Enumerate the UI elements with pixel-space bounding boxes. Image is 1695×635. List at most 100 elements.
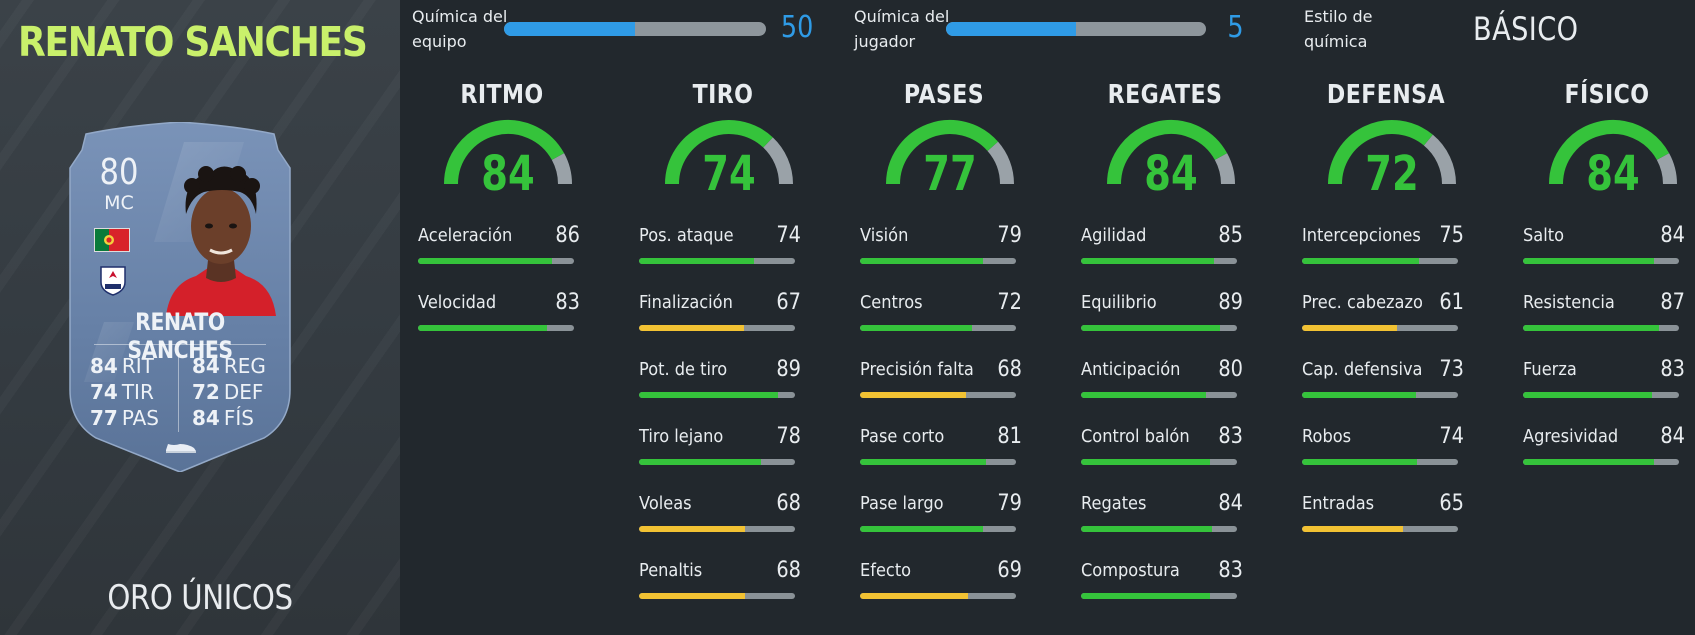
stat-label: Agresividad <box>1523 426 1619 447</box>
player-chemistry-bar <box>946 22 1206 36</box>
team-chemistry-value: 50 <box>780 10 814 45</box>
stat-label: Entradas <box>1302 493 1375 514</box>
stat-row-efecto: Efecto 69 <box>860 558 1028 600</box>
stat-bar <box>1081 392 1237 398</box>
stat-bar <box>860 593 1016 599</box>
category-rating: 84 <box>1586 146 1640 202</box>
stat-label: Efecto <box>860 560 912 581</box>
stat-bar <box>418 325 574 331</box>
category-rating: 84 <box>1144 146 1198 202</box>
stat-bar <box>1302 392 1458 398</box>
category-gauge <box>886 120 1014 185</box>
stat-bar-fill <box>1081 258 1214 264</box>
stat-row-finalizacion: Finalización 67 <box>639 290 807 332</box>
stat-row-voleas: Voleas 68 <box>639 491 807 533</box>
category-gauge <box>1328 120 1456 185</box>
team-chemistry-label: Química del equipo <box>412 7 508 51</box>
stat-bar-fill <box>639 593 746 599</box>
stat-row-precision-falta: Precisión falta 68 <box>860 357 1028 399</box>
stat-value: 86 <box>555 223 580 248</box>
stat-row-robos: Robos 74 <box>1302 424 1470 466</box>
stat-bar <box>1081 325 1237 331</box>
stat-label: Compostura <box>1081 560 1180 581</box>
stat-row-compostura: Compostura 83 <box>1081 558 1249 600</box>
stat-bar-fill <box>860 392 967 398</box>
card-stat-dribbling: 84 REG <box>192 354 266 378</box>
category-rating: 72 <box>1365 146 1419 202</box>
stat-label: Fuerza <box>1523 359 1577 380</box>
stat-label: Pot. de tiro <box>639 359 728 380</box>
stat-bar-fill <box>860 325 973 331</box>
stat-row-agilidad: Agilidad 85 <box>1081 223 1249 265</box>
stat-row-prec-cabezazo: Prec. cabezazo 61 <box>1302 290 1470 332</box>
team-chemistry-fill <box>504 22 635 36</box>
card-version-label: ORO ÚNICOS <box>107 578 293 618</box>
stat-bar-fill <box>860 459 987 465</box>
stat-value: 68 <box>997 357 1022 382</box>
stat-bar-fill <box>1523 459 1655 465</box>
card-player-name: RENATO SANCHES <box>127 308 233 364</box>
card-stat-passing: 77 PAS <box>90 406 160 430</box>
stat-bar <box>1081 526 1237 532</box>
stat-bar <box>639 459 795 465</box>
stat-bar <box>639 258 795 264</box>
stat-label: Anticipación <box>1081 359 1181 380</box>
stat-bar-fill <box>1302 526 1404 532</box>
stat-bar <box>860 392 1016 398</box>
chemistry-style-value[interactable]: BÁSICO <box>1473 10 1579 48</box>
stat-bar <box>1302 258 1458 264</box>
stat-bar-fill <box>639 325 744 331</box>
stat-label: Agilidad <box>1081 225 1147 246</box>
stat-value: 74 <box>1439 424 1464 449</box>
category-title: REGATES <box>1107 80 1223 110</box>
stat-label: Prec. cabezazo <box>1302 292 1423 313</box>
category-rating: 77 <box>923 146 977 202</box>
stat-bar-fill <box>1302 392 1416 398</box>
stat-label: Aceleración <box>418 225 513 246</box>
team-chemistry-bar <box>504 22 766 36</box>
card-stat-shooting: 74 TIR <box>90 380 154 404</box>
stat-bar-fill <box>860 593 968 599</box>
category-gauge <box>444 120 572 185</box>
stat-value: 65 <box>1439 491 1464 516</box>
stat-bar-fill <box>1523 325 1659 331</box>
stat-value: 80 <box>1218 357 1243 382</box>
category-gauge <box>1549 120 1677 185</box>
stat-row-aceleracion: Aceleración 86 <box>418 223 586 265</box>
stat-value: 69 <box>997 558 1022 583</box>
stat-bar <box>860 258 1016 264</box>
card-rating: 80 <box>99 152 139 193</box>
stat-bar <box>639 526 795 532</box>
category-title: RITMO <box>460 80 544 110</box>
stat-label: Intercepciones <box>1302 225 1421 246</box>
stat-bar-fill <box>418 325 548 331</box>
stat-value: 84 <box>1218 491 1243 516</box>
player-name-header: RENATO SANCHES <box>18 18 368 66</box>
gauge-fill <box>1107 120 1228 185</box>
gauge-fill <box>1328 120 1433 185</box>
stat-label: Robos <box>1302 426 1352 447</box>
stat-bar-fill <box>639 459 761 465</box>
stat-label: Pase corto <box>860 426 945 447</box>
gauge-fill <box>444 120 565 185</box>
stat-value: 89 <box>776 357 801 382</box>
player-chemistry-value: 5 <box>1227 10 1244 45</box>
stat-bar <box>418 258 574 264</box>
stat-bar-fill <box>639 258 755 264</box>
stat-bar <box>860 526 1016 532</box>
stat-row-control-balon: Control balón 83 <box>1081 424 1249 466</box>
category-gauge <box>1107 120 1235 185</box>
stat-row-vision: Visión 79 <box>860 223 1028 265</box>
stat-bar <box>1302 325 1458 331</box>
stat-bar <box>1523 459 1679 465</box>
stat-bar <box>1523 325 1679 331</box>
stat-bar-fill <box>1081 459 1211 465</box>
stat-label: Centros <box>860 292 923 313</box>
stat-row-agresividad: Agresividad 84 <box>1523 424 1691 466</box>
stat-label: Cap. defensiva <box>1302 359 1423 380</box>
stat-value: 79 <box>997 491 1022 516</box>
player-card[interactable]: 80 MC RENATO SANCHES 84 RIT <box>64 122 296 472</box>
stat-bar <box>860 325 1016 331</box>
stat-row-cap-defensiva: Cap. defensiva 73 <box>1302 357 1470 399</box>
gauge-track <box>1656 153 1677 185</box>
